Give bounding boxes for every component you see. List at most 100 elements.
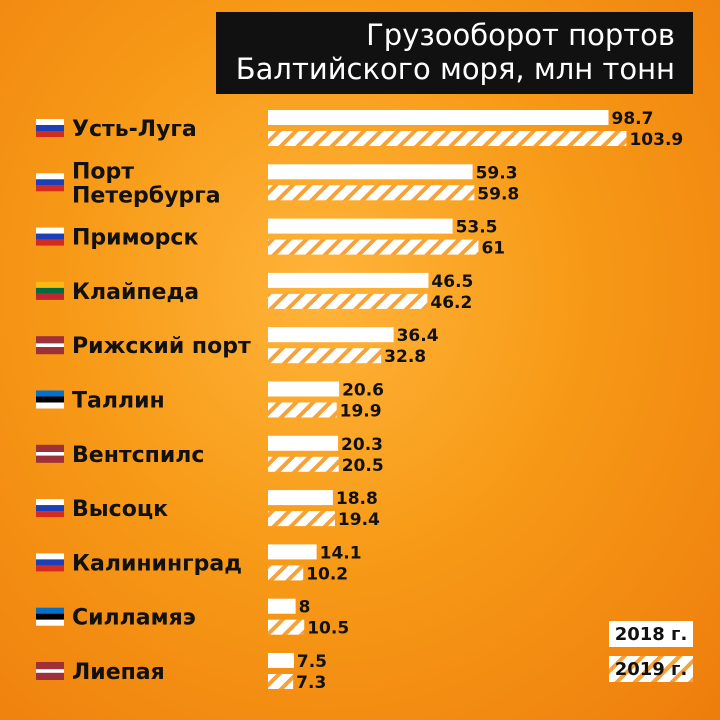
lithuania-flag: [36, 281, 64, 300]
flag-stripe: [36, 281, 64, 288]
value-label-2019: 61: [481, 239, 505, 259]
latvia-flag: [36, 662, 64, 680]
bar-2019: [268, 239, 479, 255]
value-label-2018: 14.1: [320, 543, 362, 563]
bar-2018: [268, 272, 429, 288]
flag-stripe: [36, 619, 64, 626]
bar-2019: [268, 565, 304, 581]
category-label: Вентспилс: [72, 443, 204, 468]
value-label-2019: 7.3: [296, 673, 326, 693]
category-label: Приморск: [72, 226, 198, 251]
value-label-2019: 59.8: [477, 184, 519, 204]
flag-stripe: [36, 669, 64, 673]
bar-2018: [268, 435, 339, 451]
value-label-2019: 10.5: [307, 619, 349, 639]
bar-2018: [268, 490, 333, 506]
category-label: Калининград: [72, 551, 242, 576]
value-label-2018: 46.5: [431, 272, 473, 292]
latvia-flag: [36, 444, 64, 463]
category-label: Силламяэ: [72, 606, 196, 631]
value-label-2018: 98.7: [612, 109, 654, 129]
bar-2018: [268, 327, 394, 343]
flag-stripe: [36, 343, 64, 347]
value-label-2019: 32.8: [384, 347, 426, 367]
flag-stripe: [36, 131, 64, 137]
category-label: Клайпеда: [72, 280, 199, 305]
bar-2018: [268, 218, 453, 234]
category-label: Рижский порт: [72, 334, 251, 359]
chart-title-line-1: Грузооборот портов: [366, 18, 675, 52]
bar-2018: [268, 544, 317, 560]
value-label-2019: 19.4: [338, 510, 380, 530]
value-label-2018: 20.6: [342, 381, 384, 401]
chart-title-line-2: Балтийского моря, млн тонн: [235, 52, 675, 86]
bar-2019: [268, 674, 294, 689]
flag-stripe: [36, 511, 64, 518]
bar-2019: [268, 456, 339, 472]
flag-stripe: [36, 565, 64, 572]
flag-stripe: [36, 607, 64, 614]
category-label: Таллин: [72, 389, 165, 414]
russia-flag: [36, 173, 64, 192]
category-label: Лиепая: [72, 660, 165, 685]
category-label: Высоцк: [72, 497, 168, 522]
value-label-2019: 10.2: [306, 564, 348, 584]
value-label-2018: 20.3: [341, 435, 383, 455]
bar-2019: [268, 185, 475, 201]
flag-stripe: [36, 293, 64, 300]
flag-stripe: [36, 179, 64, 186]
russia-flag: [36, 119, 64, 137]
legend-2018: 2018 г.: [609, 621, 693, 647]
category-label: Усть-Луга: [72, 117, 197, 142]
value-label-2018: 8: [299, 598, 311, 618]
legend-2019: 2019 г.: [609, 656, 693, 682]
estonia-flag: [36, 607, 64, 626]
russia-flag: [36, 499, 64, 518]
flag-stripe: [36, 559, 64, 566]
flag-stripe: [36, 452, 64, 456]
category-label: Порт: [72, 159, 134, 184]
value-label-2019: 20.5: [342, 456, 384, 476]
russia-flag: [36, 227, 64, 246]
category-label: Петербурга: [72, 183, 221, 208]
latvia-flag: [36, 336, 64, 355]
flag-stripe: [36, 505, 64, 512]
flag-stripe: [36, 499, 64, 506]
value-label-2019: 19.9: [340, 402, 382, 422]
bar-2018: [268, 653, 294, 668]
bar-2019: [268, 348, 382, 364]
bar-2019: [268, 511, 335, 527]
flag-stripe: [36, 553, 64, 560]
flag-stripe: [36, 125, 64, 131]
bar-2018: [268, 381, 340, 397]
value-label-2019: 46.2: [430, 293, 472, 313]
value-label-2018: 53.5: [456, 218, 498, 238]
flag-stripe: [36, 239, 64, 246]
value-label-2019: 103.9: [629, 130, 683, 150]
bar-2019: [268, 619, 305, 635]
value-label-2018: 36.4: [397, 326, 439, 346]
flag-stripe: [36, 119, 64, 125]
flag-stripe: [36, 396, 64, 403]
value-label-2018: 18.8: [336, 489, 378, 509]
russia-flag: [36, 553, 64, 572]
flag-stripe: [36, 173, 64, 180]
bar-2019: [268, 131, 627, 146]
bar-2019: [268, 293, 428, 309]
flag-stripe: [36, 185, 64, 192]
flag-stripe: [36, 390, 64, 397]
flag-stripe: [36, 613, 64, 620]
value-label-2018: 7.5: [297, 652, 327, 672]
value-label-2018: 59.3: [476, 163, 518, 183]
flag-stripe: [36, 233, 64, 240]
bar-2018: [268, 110, 609, 125]
estonia-flag: [36, 390, 64, 409]
flag-stripe: [36, 287, 64, 294]
bar-2018: [268, 164, 473, 180]
flag-stripe: [36, 402, 64, 409]
bar-2018: [268, 598, 296, 614]
bar-2019: [268, 402, 337, 418]
flag-stripe: [36, 227, 64, 234]
chart-title-box: Грузооборот портов Балтийского моря, млн…: [215, 12, 693, 94]
